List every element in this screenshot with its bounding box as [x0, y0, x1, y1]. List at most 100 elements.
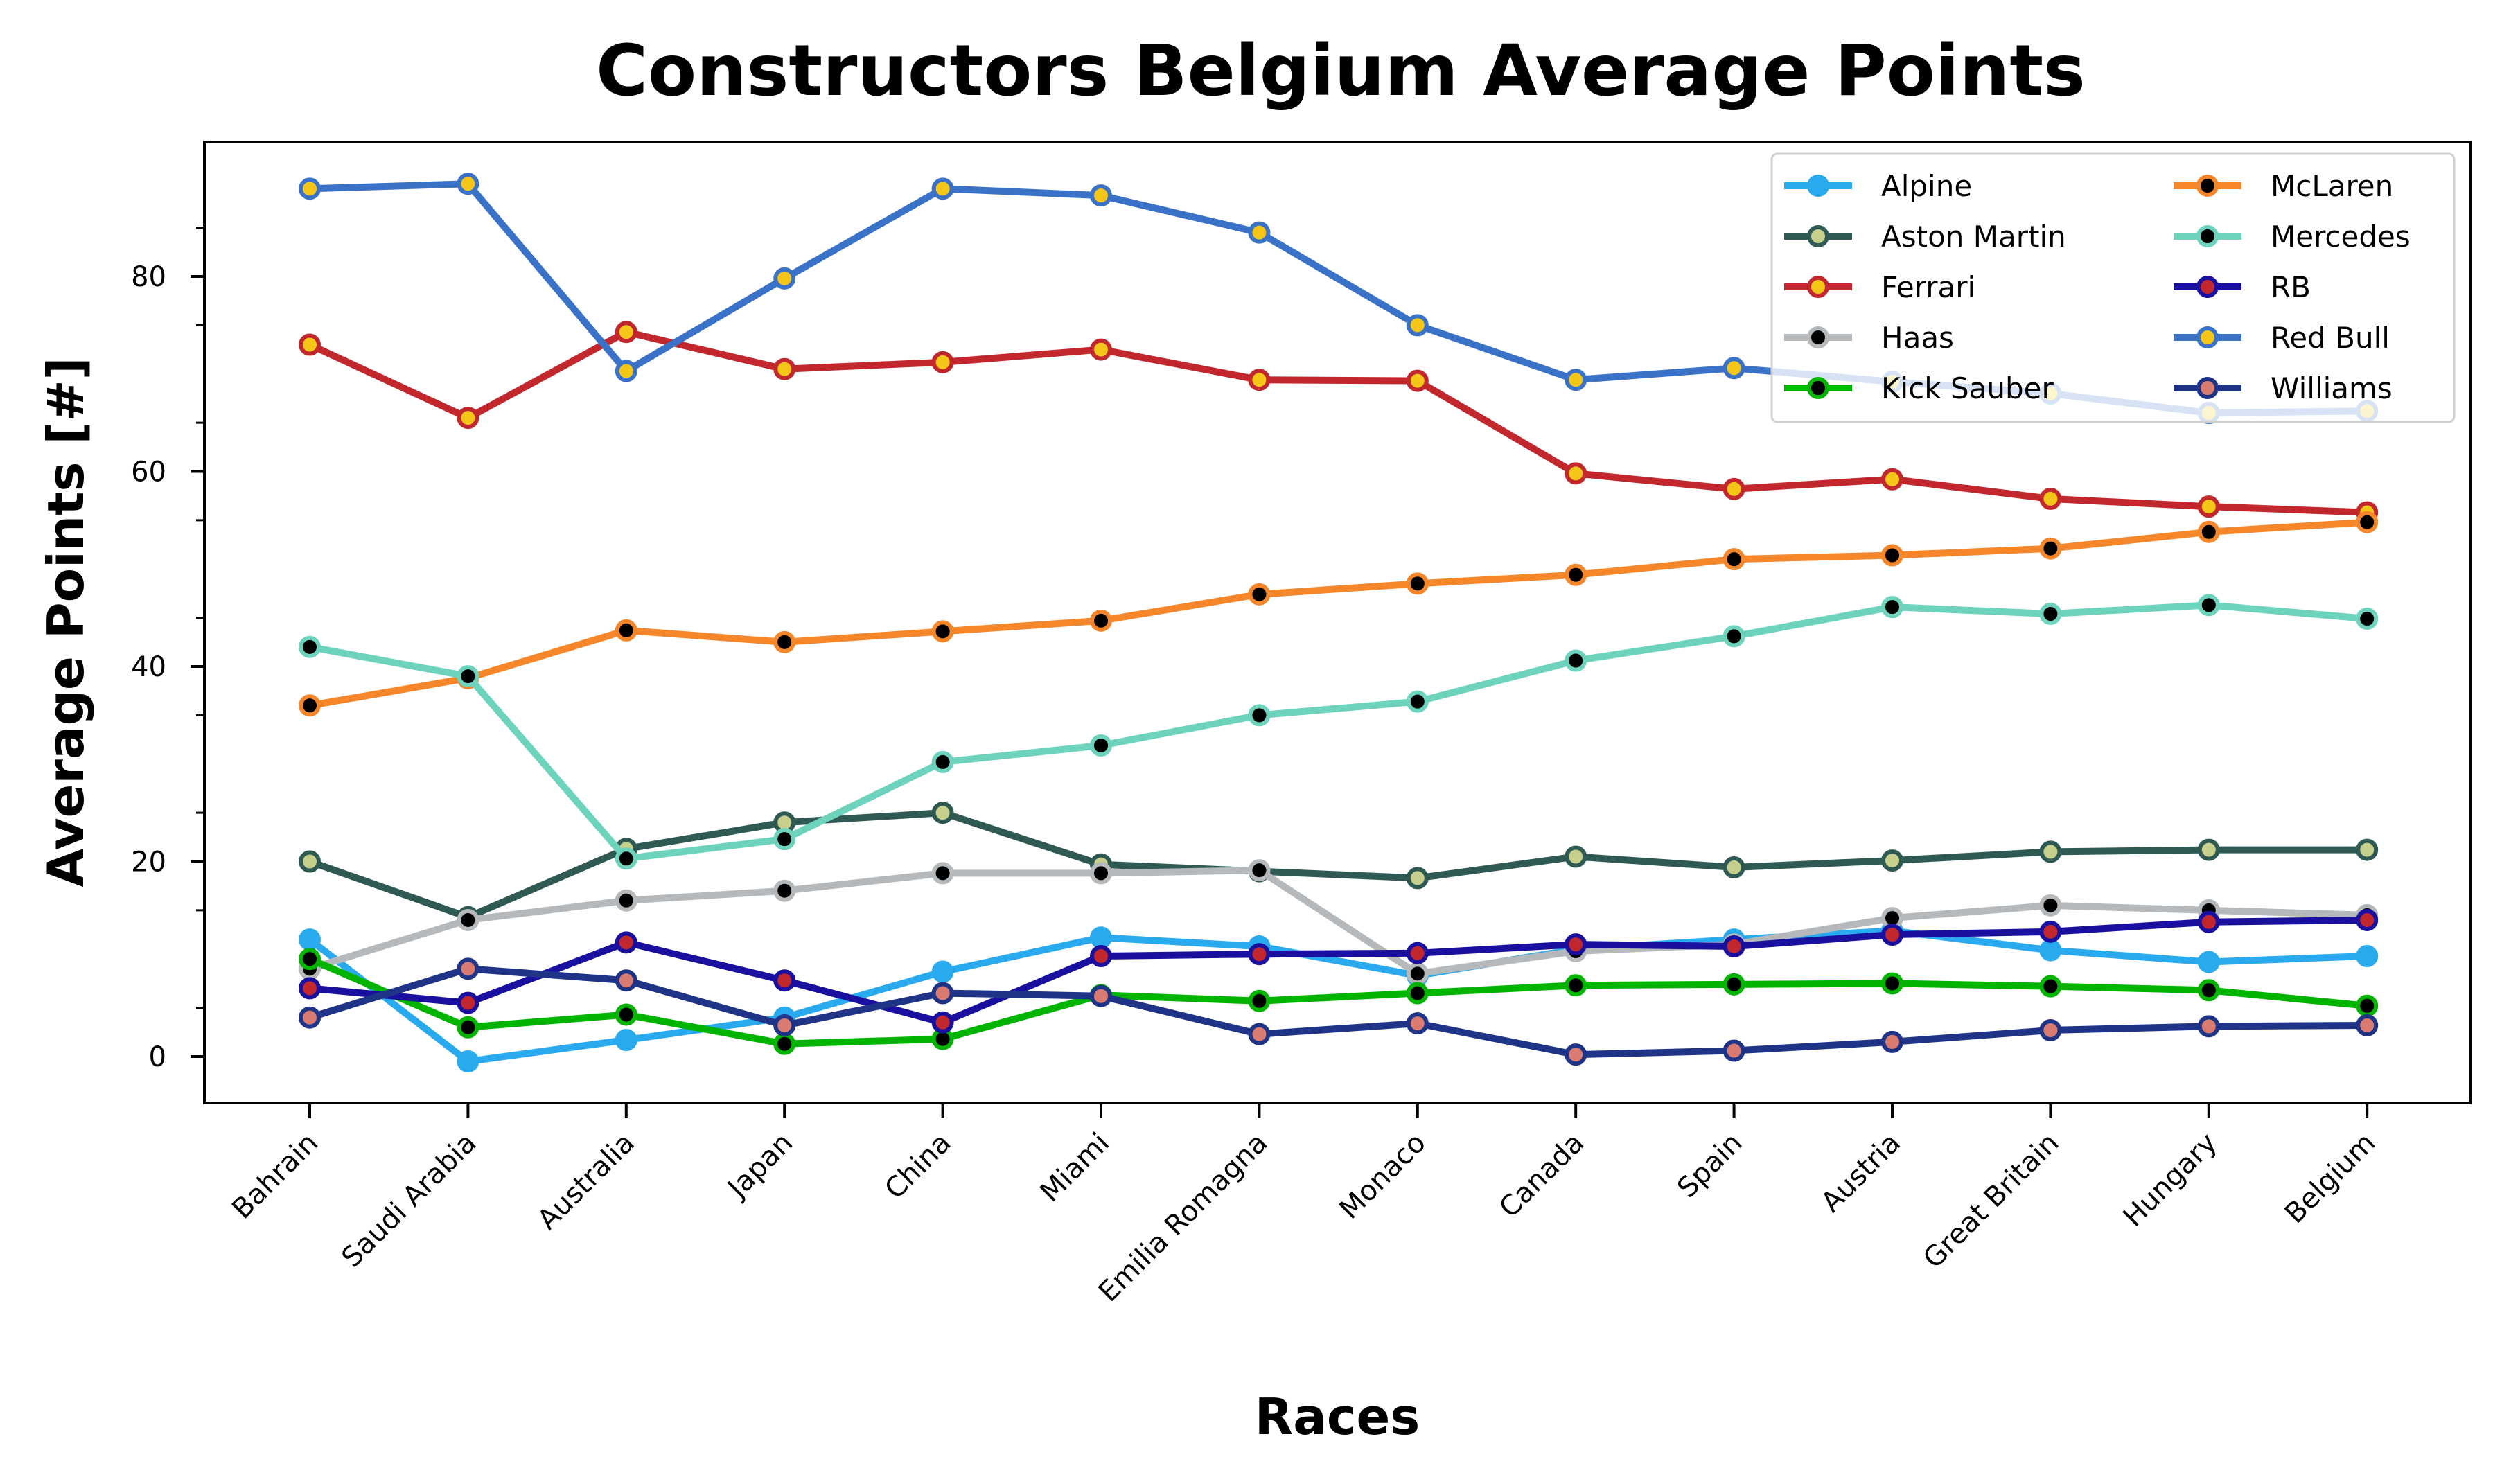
data-point	[2039, 487, 2062, 510]
series-line	[306, 601, 2371, 863]
legend-marker	[1807, 377, 1829, 399]
legend-label: Williams	[2271, 371, 2393, 405]
x-tick-label: Monaco	[1334, 1127, 1432, 1226]
data-point	[299, 948, 321, 971]
legend-label: RB	[2271, 270, 2311, 304]
legend-marker	[1807, 326, 1829, 348]
data-point	[931, 982, 954, 1005]
data-point	[1723, 856, 1745, 878]
series-ferrari	[299, 321, 2379, 524]
series-mclaren	[299, 511, 2379, 717]
data-point	[1565, 563, 1587, 586]
data-point	[1723, 357, 1745, 380]
data-point	[773, 828, 796, 851]
data-point	[931, 620, 954, 643]
x-tick-label: Australia	[531, 1127, 641, 1237]
data-point	[299, 1006, 321, 1029]
data-point	[615, 931, 637, 954]
data-point	[931, 802, 954, 824]
data-point	[457, 991, 479, 1014]
data-point	[773, 1014, 796, 1036]
data-point	[931, 351, 954, 373]
data-point	[1723, 477, 1745, 500]
data-point	[1248, 704, 1271, 727]
data-point	[1881, 924, 1903, 946]
data-point	[1090, 609, 1112, 632]
legend-marker	[1807, 225, 1829, 247]
data-point	[1248, 1023, 1271, 1045]
data-point	[299, 977, 321, 1000]
plot-frame	[203, 141, 2472, 1104]
data-point	[1881, 468, 1903, 491]
legend-item: Mercedes	[2174, 220, 2411, 254]
x-tick-label: Canada	[1493, 1127, 1590, 1224]
data-point	[1406, 867, 1429, 890]
y-tick-label: 0	[149, 1041, 166, 1073]
data-point	[2356, 608, 2379, 630]
chart-title: Constructors Belgium Average Points	[596, 30, 2086, 112]
x-axis-label: Races	[1255, 1388, 1420, 1446]
legend-label: Aston Martin	[1881, 220, 2066, 254]
data-point	[457, 173, 479, 195]
data-point	[2197, 520, 2220, 543]
legend-item: Aston Martin	[1784, 220, 2066, 254]
data-point	[299, 928, 321, 951]
legend-marker	[1807, 276, 1829, 298]
y-tick-label: 80	[131, 261, 166, 293]
data-point	[1881, 596, 1903, 619]
x-tick-label: China	[879, 1127, 957, 1205]
legend-item: Haas	[1784, 321, 1954, 355]
legend-label: Ferrari	[1881, 270, 1975, 304]
data-point	[1723, 548, 1745, 571]
data-point	[615, 1029, 637, 1052]
data-point	[299, 850, 321, 873]
data-point	[1881, 544, 1903, 567]
data-point	[2039, 920, 2062, 943]
x-tick-label: Saudi Arabia	[335, 1127, 482, 1274]
legend-label: Red Bull	[2271, 321, 2390, 355]
data-point	[931, 177, 954, 200]
data-point	[1565, 845, 1587, 868]
data-point	[2197, 951, 2220, 973]
legend-item: Ferrari	[1784, 270, 1975, 304]
data-point	[1090, 984, 1112, 1007]
x-tick-label: Great Britain	[1917, 1127, 2065, 1275]
legend-marker	[1807, 175, 1829, 197]
data-point	[615, 619, 637, 642]
legend-item: RB	[2174, 270, 2311, 304]
data-point	[773, 267, 796, 290]
series-line	[306, 955, 2371, 1048]
legend-item: Alpine	[1784, 169, 1972, 203]
data-point	[457, 957, 479, 980]
data-point	[1406, 572, 1429, 595]
x-tick-label: Bahrain	[226, 1127, 324, 1226]
y-tick-label: 20	[131, 847, 166, 878]
data-point	[1723, 935, 1745, 957]
legend-item: McLaren	[2174, 169, 2393, 203]
data-point	[1406, 1012, 1429, 1035]
legend-marker	[2196, 276, 2219, 298]
data-point	[1723, 1039, 1745, 1062]
data-point	[1090, 862, 1112, 885]
data-point	[2197, 910, 2220, 933]
data-point	[1565, 649, 1587, 672]
data-point	[615, 969, 637, 992]
series-line	[306, 927, 2371, 1066]
data-point	[1090, 734, 1112, 757]
data-point	[2039, 939, 2062, 962]
data-point	[931, 750, 954, 773]
x-tick-label: Spain	[1671, 1127, 1749, 1205]
x-tick-label: Austria	[1815, 1127, 1907, 1219]
data-point	[2039, 1018, 2062, 1041]
data-point	[1406, 369, 1429, 392]
series-haas	[299, 859, 2379, 985]
data-point	[1406, 982, 1429, 1005]
data-point	[457, 1050, 479, 1073]
data-point	[931, 862, 954, 885]
data-point	[1406, 962, 1429, 985]
data-point	[457, 908, 479, 931]
legend-item: Williams	[2174, 371, 2393, 405]
data-point	[1248, 943, 1271, 966]
data-point	[1881, 1030, 1903, 1053]
legend-marker	[2196, 175, 2219, 197]
